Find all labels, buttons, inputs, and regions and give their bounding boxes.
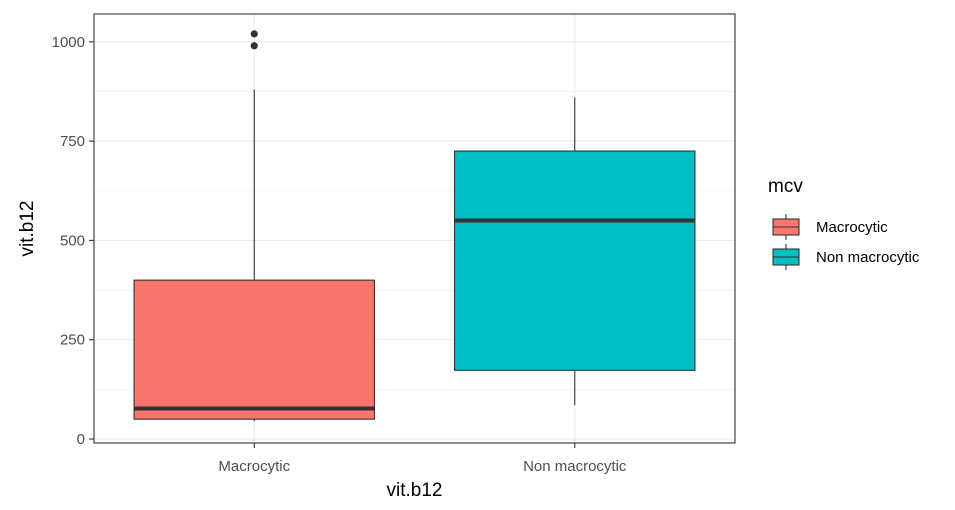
y-axis-title: vit.b12 bbox=[17, 201, 38, 257]
box-body bbox=[133, 279, 375, 420]
outlier-point bbox=[250, 30, 258, 38]
legend-entry: Macrocytic bbox=[772, 214, 888, 240]
legend-label: Macrocytic bbox=[816, 219, 888, 236]
x-tick-label: Non macrocytic bbox=[523, 458, 627, 475]
legend: mcv Macrocytic Non macrocytic bbox=[768, 176, 920, 270]
y-tick-label: 500 bbox=[60, 232, 85, 249]
legend-label: Non macrocytic bbox=[816, 249, 920, 266]
legend-entry: Non macrocytic bbox=[772, 244, 920, 270]
x-tick-label: Macrocytic bbox=[218, 458, 290, 475]
y-tick-label: 0 bbox=[77, 431, 85, 448]
panel-border bbox=[93, 13, 736, 444]
tick-layer: 0 250 500 750 1000 Macrocytic Non macrocytic bbox=[52, 34, 627, 475]
y-tick-label: 1000 bbox=[52, 34, 85, 51]
box-layer bbox=[133, 30, 696, 422]
x-axis-title: vit.b12 bbox=[387, 480, 443, 501]
y-tick-label: 250 bbox=[60, 332, 85, 349]
box-body bbox=[454, 150, 696, 371]
y-tick-label: 750 bbox=[60, 133, 85, 150]
legend-title: mcv bbox=[768, 176, 803, 197]
box-non-macrocytic bbox=[454, 97, 696, 406]
box-macrocytic bbox=[133, 30, 375, 422]
outlier-point bbox=[250, 42, 258, 50]
